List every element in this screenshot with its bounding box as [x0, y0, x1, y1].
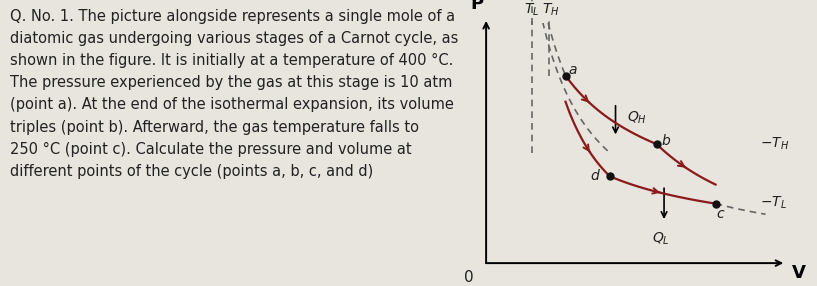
Text: b: b	[661, 134, 670, 148]
Text: $Q_H$: $Q_H$	[627, 110, 647, 126]
Text: c: c	[717, 207, 724, 221]
Text: $- T_L$: $- T_L$	[760, 194, 787, 211]
Text: $T_L$: $T_L$	[524, 2, 539, 18]
Text: a: a	[569, 63, 577, 77]
Text: $Q_L$: $Q_L$	[652, 231, 670, 247]
Text: V: V	[792, 264, 806, 282]
Text: P: P	[471, 0, 484, 13]
Text: d: d	[591, 169, 600, 183]
Text: $- T_H$: $- T_H$	[760, 136, 789, 152]
Text: 0: 0	[464, 270, 473, 285]
Text: $T_H$: $T_H$	[542, 2, 560, 18]
Text: Q. No. 1. The picture alongside represents a single mole of a
diatomic gas under: Q. No. 1. The picture alongside represen…	[10, 9, 458, 179]
